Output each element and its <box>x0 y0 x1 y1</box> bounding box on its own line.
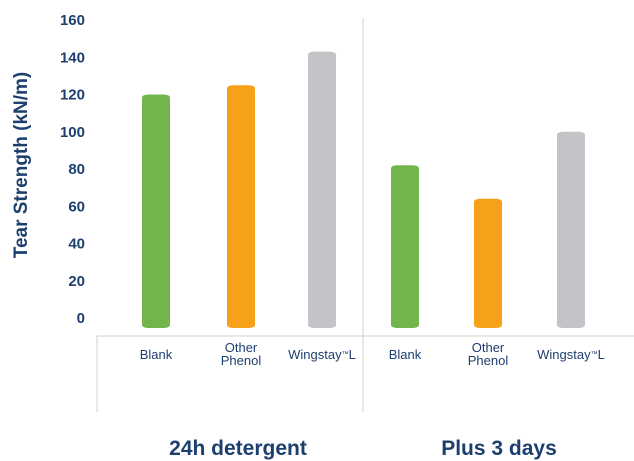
y-tick-label: 60 <box>68 198 85 215</box>
category-label: Other <box>472 340 505 355</box>
category-label: Wingstay™L <box>537 347 605 362</box>
y-tick-label: 80 <box>68 161 85 178</box>
y-tick-label: 100 <box>60 124 85 141</box>
y-tick-label: 20 <box>68 273 85 290</box>
y-tick-label: 120 <box>60 87 85 104</box>
group-labels: 24h detergent Plus 3 days <box>169 437 557 460</box>
category-label: Phenol <box>221 353 262 368</box>
y-tick-label: 40 <box>68 236 85 253</box>
group-label: 24h detergent <box>169 437 307 460</box>
bar <box>227 85 255 328</box>
category-label: Phenol <box>468 353 509 368</box>
bar <box>474 198 502 328</box>
group-label: Plus 3 days <box>441 437 557 460</box>
category-label: Blank <box>140 347 173 362</box>
bar <box>142 94 170 328</box>
bars <box>142 51 585 328</box>
axes <box>96 18 634 412</box>
category-label: Wingstay™L <box>288 347 356 362</box>
y-tick-label: 160 <box>60 12 85 29</box>
bar <box>308 51 336 328</box>
y-tick-label: 140 <box>60 49 85 66</box>
bar <box>391 165 419 328</box>
bar <box>557 131 585 328</box>
category-label: Other <box>225 340 258 355</box>
y-axis-ticks: 0 20 40 60 80 100 120 140 160 <box>60 12 85 327</box>
y-tick-label: 0 <box>77 310 85 327</box>
category-label: Blank <box>389 347 422 362</box>
y-axis-label: Tear Strength (kN/m) <box>11 72 32 259</box>
